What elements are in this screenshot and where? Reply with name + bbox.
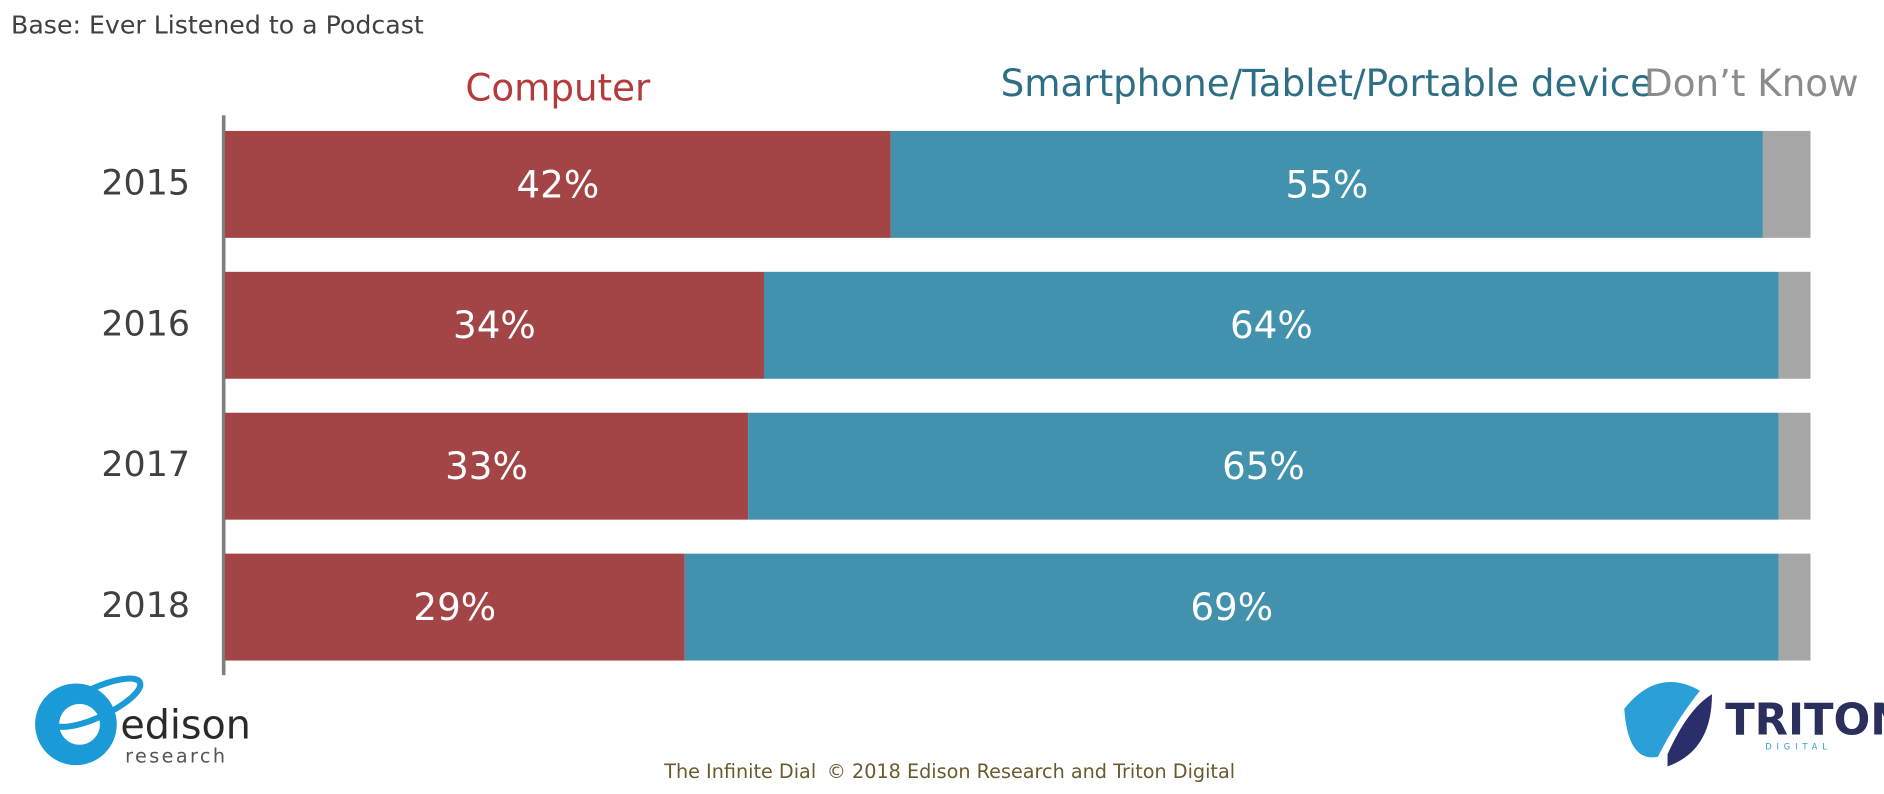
triton-logo: TRITON DIGITAL: [1624, 681, 1884, 767]
edison-sub: research: [125, 744, 227, 767]
triton-mark: [1624, 681, 1700, 758]
bar-segment: [748, 412, 1779, 520]
legend-label: Computer: [465, 66, 651, 110]
bar-segment: [890, 130, 1763, 238]
value-label: 64%: [1230, 303, 1313, 347]
triton-mark2: [1667, 694, 1712, 767]
value-label: 69%: [1190, 585, 1273, 629]
bar-segment: [224, 130, 891, 238]
category-label: 2017: [101, 445, 190, 485]
footer-copyright: © 2018 Edison Research and Triton Digita…: [827, 760, 1235, 783]
category-label: 2015: [101, 163, 190, 203]
triton-wordmark: TRITON: [1725, 696, 1884, 746]
category-label: 2018: [101, 586, 190, 626]
edison-logo: edison research: [35, 675, 251, 767]
legend-label: Smartphone/Tablet/Portable device: [1001, 61, 1654, 105]
edison-wordmark: edison: [120, 702, 251, 748]
value-label: 33%: [445, 444, 528, 488]
triton-sub: DIGITAL: [1765, 742, 1831, 752]
category-label: 2016: [101, 304, 190, 344]
bar-segment: [224, 553, 685, 661]
bar-segment: [224, 271, 764, 379]
value-label: 65%: [1222, 444, 1305, 488]
bar-segment: [1778, 412, 1811, 520]
value-label: 34%: [453, 303, 536, 347]
footer-source: The Infinite Dial: [663, 760, 816, 783]
legend-label: Don’t Know: [1644, 61, 1858, 105]
bar-segment: [1762, 130, 1811, 238]
bar-segment: [1778, 271, 1811, 379]
value-label: 55%: [1286, 162, 1369, 206]
bar-segment: [763, 271, 1779, 379]
bar-segment: [1778, 553, 1811, 661]
edison-orbit: [49, 675, 144, 730]
bar-segment: [684, 553, 1779, 661]
subtitle: Base: Ever Listened to a Podcast: [11, 10, 424, 39]
bar-segment: [224, 412, 749, 520]
value-label: 42%: [516, 162, 599, 206]
value-label: 29%: [413, 585, 496, 629]
